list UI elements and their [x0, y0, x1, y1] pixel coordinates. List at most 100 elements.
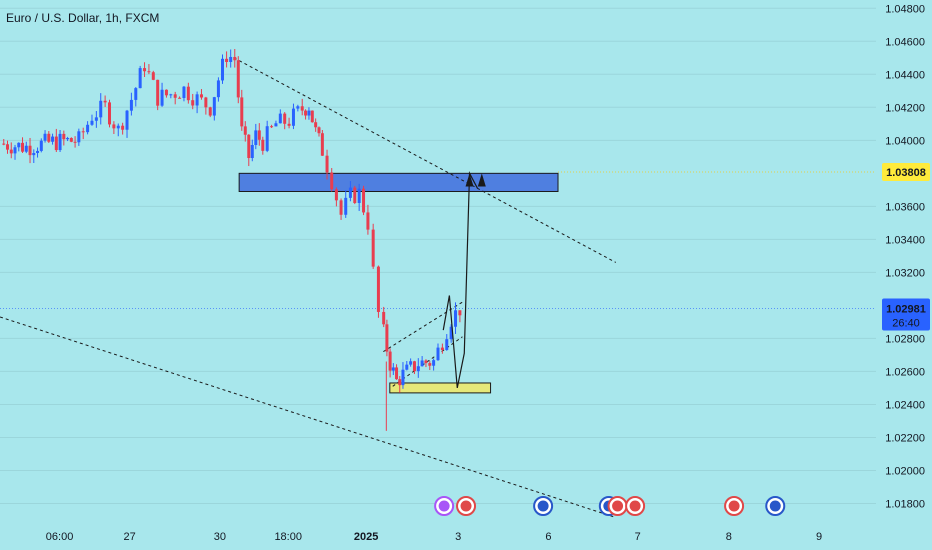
- candle-body: [69, 137, 73, 142]
- y-axis-label: 1.02600: [885, 366, 925, 378]
- candle-body: [103, 100, 107, 103]
- resistance-zone: [238, 172, 559, 192]
- candle-body: [221, 58, 225, 81]
- projection-arrow-head-2: [465, 173, 474, 187]
- candle-body: [121, 125, 125, 130]
- candle-body: [250, 145, 254, 159]
- candle-body: [13, 147, 17, 154]
- candle-body: [388, 351, 392, 371]
- candle-body: [9, 149, 13, 154]
- candle-body: [51, 136, 55, 142]
- x-axis-label: 2025: [354, 531, 378, 543]
- candle-body: [169, 94, 173, 96]
- candle-body: [186, 86, 190, 101]
- candle-body: [164, 89, 168, 96]
- chart-title: Euro / U.S. Dollar, 1h, FXCM: [6, 11, 160, 25]
- candle-body: [116, 125, 120, 129]
- y-axis-label: 1.01800: [885, 498, 925, 510]
- candle-body: [334, 189, 338, 201]
- candle-body: [449, 326, 453, 340]
- x-axis-label: 7: [635, 531, 641, 543]
- candle-body: [432, 360, 436, 366]
- lightning-icon-fill: [438, 500, 450, 512]
- candle-body: [21, 142, 25, 152]
- candle-body: [2, 143, 6, 145]
- candle-body: [348, 187, 352, 198]
- candle-body: [108, 102, 111, 125]
- candle-body: [43, 133, 47, 141]
- candle-body: [94, 117, 98, 121]
- x-axis-label: 27: [124, 531, 136, 543]
- target-price-text: 1.03808: [886, 167, 926, 179]
- candle-body: [314, 122, 318, 128]
- candle-body: [24, 145, 28, 152]
- candle-body: [366, 212, 370, 230]
- candle-body: [344, 197, 348, 215]
- candle-body: [156, 79, 160, 106]
- x-axis-label: 06:00: [46, 531, 74, 543]
- candle-body: [428, 363, 432, 366]
- candle-body: [339, 200, 343, 215]
- candle-body: [310, 110, 314, 123]
- candle-body: [405, 364, 409, 370]
- candle-body: [325, 155, 329, 173]
- candle-body: [270, 126, 274, 128]
- support-zone: [389, 382, 492, 394]
- current-price-text: 1.02981: [886, 304, 926, 316]
- y-axis-label: 1.02000: [885, 465, 925, 477]
- candle-body: [208, 107, 212, 116]
- candle-body: [112, 124, 116, 129]
- candle-body: [134, 88, 138, 100]
- y-axis-label: 1.02800: [885, 333, 925, 345]
- candle-body: [225, 58, 229, 62]
- candle-body: [424, 360, 428, 364]
- y-axis-label: 1.02400: [885, 399, 925, 411]
- candle-body: [47, 133, 51, 142]
- candle-body: [416, 366, 420, 372]
- candle-body: [129, 99, 133, 111]
- candle-body: [32, 153, 36, 156]
- projection-arrow-head: [477, 173, 486, 187]
- candle-body: [398, 379, 402, 386]
- us-flag-icon-fill: [629, 500, 641, 512]
- candle-body: [330, 172, 334, 190]
- candle-body: [86, 124, 90, 133]
- candle-body: [54, 136, 58, 151]
- candle-body: [401, 369, 405, 386]
- candle-body: [160, 89, 164, 106]
- candle-body: [138, 68, 142, 89]
- candle-body: [254, 130, 258, 146]
- us-flag-icon-fill: [612, 500, 624, 512]
- candle-body: [353, 187, 357, 203]
- candle-body: [66, 137, 70, 140]
- y-axis-label: 1.03200: [885, 267, 925, 279]
- candle-body: [236, 60, 240, 98]
- candle-body: [204, 97, 208, 108]
- candle-body: [62, 133, 66, 140]
- candle-body: [287, 123, 291, 126]
- target-price-tag: [882, 163, 930, 182]
- y-axis-label: 1.03400: [885, 234, 925, 246]
- candle-body: [274, 123, 278, 127]
- candle-body: [291, 108, 295, 126]
- candle-body: [391, 367, 395, 371]
- candle-body: [151, 72, 155, 80]
- candle-body: [143, 68, 147, 72]
- candle-body: [395, 367, 399, 380]
- us-flag-icon-fill: [460, 500, 472, 512]
- candle-body: [212, 97, 216, 116]
- candle-body: [173, 94, 177, 98]
- candle-body: [247, 134, 251, 159]
- y-axis-label: 1.03600: [885, 201, 925, 213]
- candle-body: [304, 110, 308, 116]
- candle-body: [73, 141, 77, 143]
- candle-body: [278, 113, 282, 124]
- candle-body: [39, 140, 43, 151]
- candle-body: [17, 142, 21, 148]
- x-axis-label: 9: [816, 531, 822, 543]
- y-axis-label: 1.04600: [885, 36, 925, 48]
- y-axis-label: 1.02200: [885, 432, 925, 444]
- candle-body: [216, 80, 220, 98]
- eu-flag-icon-fill: [769, 500, 781, 512]
